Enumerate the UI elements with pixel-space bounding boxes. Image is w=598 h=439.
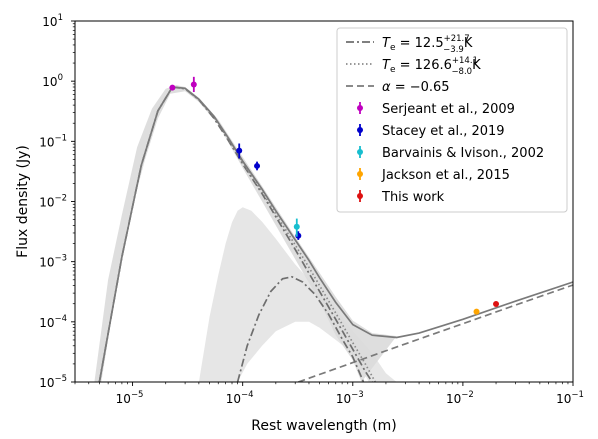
legend-entry-1: Te = 126.6+14.1 −8.0K [346,56,481,77]
legend-label: This work [381,190,445,205]
tick-label: 10−2 [39,194,67,210]
tick-label: 10−1 [39,133,67,149]
line-warm [98,86,377,382]
legend-marker [357,149,363,155]
legend-label: Jackson et al., 2015 [381,168,510,183]
tick-label: 10−3 [336,390,364,406]
tick-label: 10−3 [39,254,67,270]
marker [190,81,197,88]
data-points [169,76,500,315]
line-powerlaw [298,284,573,382]
tick-label: 10−4 [226,390,254,406]
band-warm_band [198,207,397,382]
legend-label: Te = 126.6+14.1 −8.0K [382,56,481,77]
confidence-bands [94,85,397,382]
legend-entry-6: Jackson et al., 2015 [357,168,510,183]
legend-entry-4: Stacey et al., 2019 [357,124,505,139]
legend-entry-2: α = −0.65 [346,80,450,95]
data-point-2-0 [293,218,300,237]
legend-label: Serjeant et al., 2009 [382,102,515,117]
marker [169,84,176,91]
marker [236,147,243,154]
y-axis-ticks: 10−5 10−4 10−3 10−2 10−1 100 101 [39,13,75,390]
legend-label: Barvainis & Ivison., 2002 [382,146,544,161]
tick-label: 10−1 [556,390,584,406]
tick-label: 10−4 [39,314,67,330]
marker [473,308,480,315]
legend-marker [357,193,363,199]
data-point-0-0 [169,84,176,91]
data-point-0-1 [190,76,197,93]
model-lines [98,86,573,382]
line-total [98,86,573,382]
tick-label: 10−5 [39,374,67,390]
legend-marker [357,127,363,133]
data-point-1-1 [254,161,261,171]
legend-entry-7: This work [357,190,445,205]
x-axis-label: Rest wavelength (m) [251,418,397,434]
legend-box [336,27,568,213]
data-point-4-0 [493,300,500,307]
tick-label: 100 [42,73,63,89]
tick-label: 101 [42,13,63,29]
marker [293,223,300,230]
legend-marker [357,105,363,111]
legend-entry-3: Serjeant et al., 2009 [357,102,515,117]
tick-label: 10−2 [446,390,474,406]
y-axis-label: Flux density (Jy) [15,145,31,258]
marker [254,162,261,169]
data-point-3-0 [473,308,480,315]
x-axis-ticks: 10−5 10−4 10−3 10−2 10−1 [74,382,584,406]
line-warm_component [236,275,365,382]
legend-label: Stacey et al., 2019 [382,124,505,139]
legend-entry-0: Te = 12.5+21.7 −3.9K [346,34,473,55]
legend-label: Te = 12.5+21.7 −3.9K [382,34,473,55]
data-point-1-0 [236,143,243,159]
tick-label: 10−5 [116,390,144,406]
legend-entry-5: Barvainis & Ivison., 2002 [357,146,544,161]
marker [493,300,500,307]
legend-label: α = −0.65 [382,80,450,95]
legend-marker [357,171,363,177]
